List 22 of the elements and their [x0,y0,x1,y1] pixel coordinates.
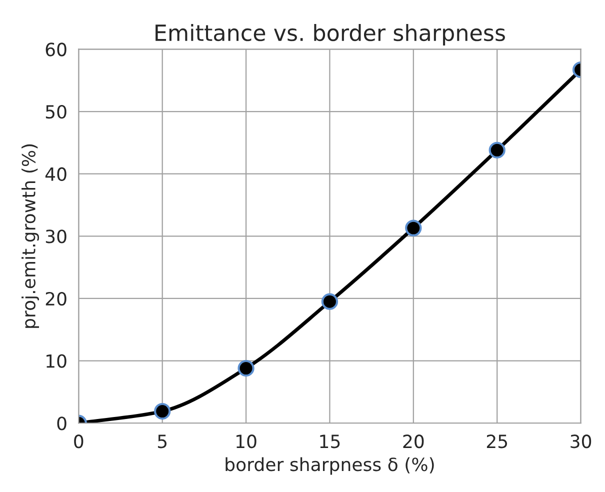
point [405,220,422,236]
x-tick-label: 10 [236,434,256,448]
x-tick-label: 5 [158,434,167,448]
point [238,360,254,377]
x-tick-label: 20 [403,434,424,448]
chart-title: Emittance vs. border sharpness [156,24,505,46]
point [488,142,506,158]
x-tick-label: 25 [486,434,508,448]
point [154,402,171,420]
y-tick-label: 50 [46,104,66,119]
y-axis-title: proj.emit.growth (%) [22,144,40,328]
y-tick-label: 60 [46,42,66,56]
x-tick-label: 15 [320,434,340,448]
x-axis-title: border sharpness δ (%) [226,457,434,475]
y-tick-label: 40 [45,167,66,181]
point [321,293,338,310]
y-tick-label: 10 [46,354,66,368]
y-tick-label: 0 [57,416,66,430]
y-tick-label: 20 [46,292,66,306]
y-tick-label: 30 [46,230,66,244]
x-tick-label: 0 [74,434,84,448]
x-tick-label: 30 [570,434,592,448]
